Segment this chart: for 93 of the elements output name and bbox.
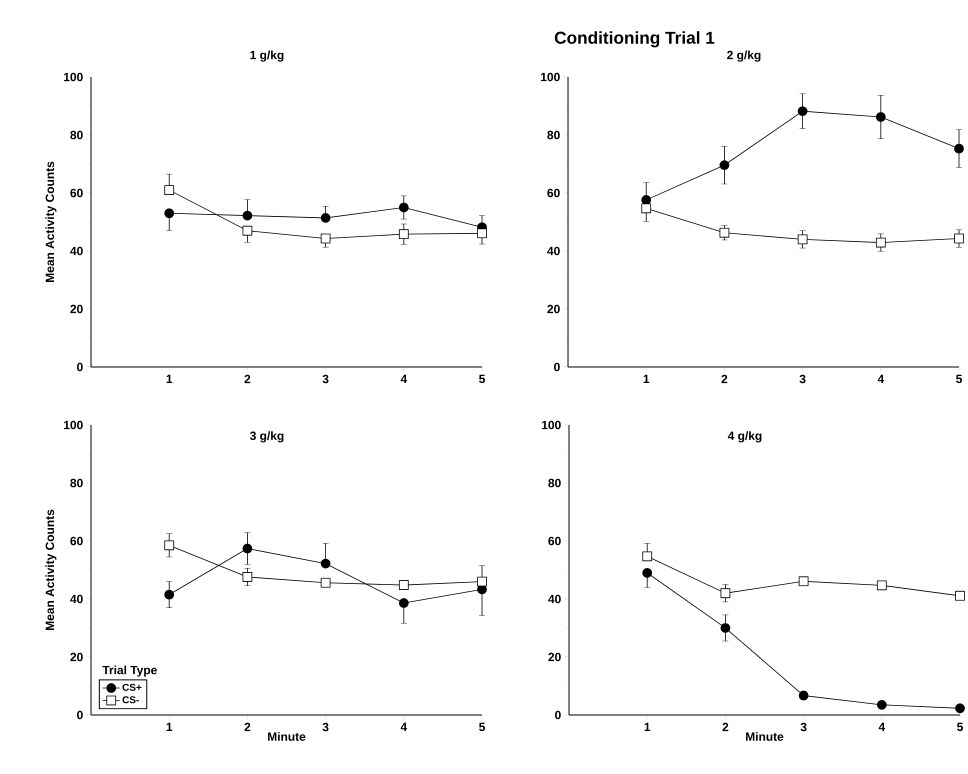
y-tick-label: 100 (64, 420, 83, 430)
point (398, 598, 409, 608)
y-axis-title: Mean Activity Counts (45, 162, 56, 282)
point (876, 700, 887, 710)
y-tick-label: 60 (547, 188, 560, 198)
y-tick-label: 80 (70, 478, 83, 488)
point (720, 588, 730, 598)
text: Conditioning Trial 1 (554, 31, 714, 48)
point (477, 576, 487, 586)
y-tick-label: 20 (548, 652, 561, 662)
point (242, 226, 252, 236)
x-tick-label: 5 (479, 722, 485, 732)
chart-title: 1 g/kg (250, 50, 284, 62)
point (954, 234, 964, 244)
x-tick-label: 4 (400, 374, 408, 383)
point (954, 144, 964, 154)
legend-title: Trial Type (102, 666, 157, 677)
x-tick-label: 1 (644, 374, 650, 383)
x-tick-label: 5 (957, 722, 963, 732)
x-tick-label: 4 (400, 722, 408, 731)
point (398, 202, 409, 212)
point (720, 228, 730, 238)
point (642, 568, 652, 578)
point (320, 578, 330, 588)
point (398, 229, 409, 240)
point (955, 590, 965, 601)
point (398, 580, 409, 590)
y-tick-label: 40 (70, 594, 83, 604)
x-tick-label: 4 (878, 374, 884, 383)
x-tick-label: 3 (322, 374, 329, 384)
chart-title: 4 g/kg (728, 431, 762, 442)
y-tick-label: 40 (548, 594, 561, 604)
point (242, 572, 252, 582)
point (642, 551, 652, 562)
y-tick-label: 40 (70, 246, 83, 256)
point (876, 580, 887, 590)
y-tick-label: 40 (547, 246, 560, 256)
point (164, 540, 174, 550)
point (955, 703, 965, 714)
chart-title: 3 g/kg (250, 431, 284, 442)
point (876, 112, 886, 122)
point (320, 234, 330, 244)
point (798, 106, 808, 116)
x-tick-label: 4 (878, 722, 886, 731)
point (320, 558, 330, 568)
y-tick-label: 0 (555, 710, 561, 720)
y-tick-label: 0 (77, 362, 83, 372)
x-axis-title: Minute (268, 732, 306, 741)
y-tick-label: 100 (64, 72, 83, 82)
x-tick-label: 3 (800, 722, 807, 732)
x-tick-label: 1 (166, 374, 172, 383)
x-tick-label: 2 (722, 374, 728, 384)
y-tick-label: 60 (70, 188, 83, 198)
y-tick-label: 80 (548, 478, 561, 488)
chart-title: 2 g/kg (727, 50, 760, 62)
point (798, 576, 808, 586)
point (242, 210, 252, 220)
y-tick-label: 80 (70, 130, 83, 140)
point (876, 238, 886, 248)
legend-label: CS+ (122, 684, 142, 691)
point (641, 203, 652, 214)
y-tick-label: 80 (547, 130, 560, 140)
point (641, 195, 652, 205)
x-tick-label: 3 (800, 374, 806, 384)
x-tick-label: 1 (644, 722, 650, 731)
y-tick-label: 20 (70, 304, 83, 314)
x-tick-label: 2 (722, 722, 728, 732)
point (164, 590, 174, 600)
y-tick-label: 0 (77, 710, 83, 720)
x-tick-label: 3 (322, 722, 329, 732)
point (164, 185, 174, 195)
point (320, 213, 330, 223)
point (720, 160, 730, 170)
y-tick-label: 20 (547, 304, 560, 314)
y-tick-label: 20 (70, 652, 83, 662)
x-tick-label: 5 (479, 374, 485, 384)
point (477, 228, 487, 238)
point (798, 234, 808, 244)
y-tick-label: 60 (70, 536, 83, 546)
y-tick-label: 0 (554, 362, 560, 372)
y-tick-label: 100 (541, 72, 560, 82)
legend-label: CS- (122, 696, 139, 704)
x-tick-label: 1 (166, 722, 172, 731)
point (242, 544, 252, 554)
x-tick-label: 2 (244, 374, 250, 384)
y-axis-title: Mean Activity Counts (45, 510, 56, 630)
x-tick-label: 2 (244, 722, 250, 732)
point (164, 208, 174, 218)
x-axis-title: Minute (746, 732, 784, 741)
y-tick-label: 100 (542, 420, 561, 430)
x-tick-label: 5 (956, 374, 962, 384)
point (720, 623, 730, 633)
y-tick-label: 60 (548, 536, 561, 546)
